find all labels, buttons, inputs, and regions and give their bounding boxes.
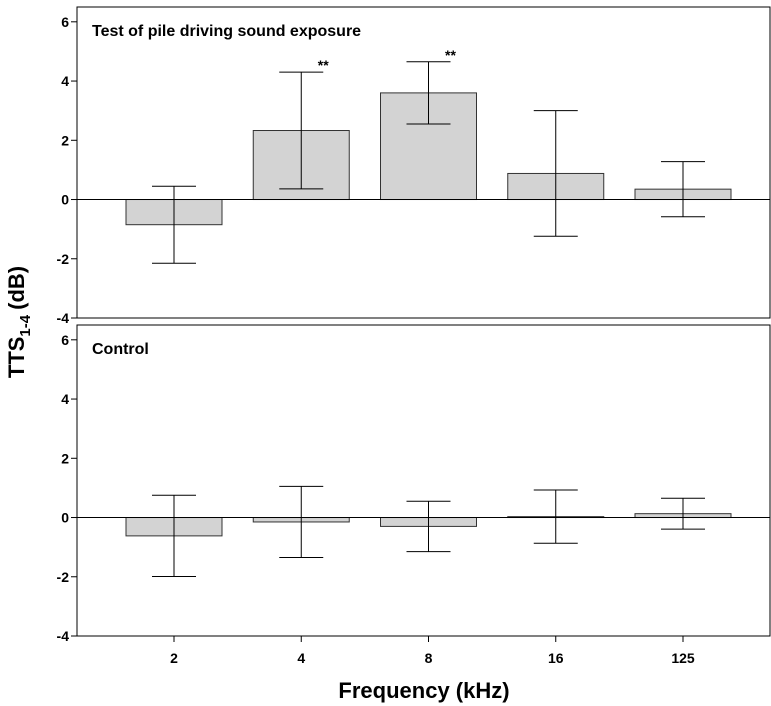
error-bar <box>533 489 578 544</box>
x-tick-label: 125 <box>671 650 695 666</box>
panel-title: Test of pile driving sound exposure <box>92 23 361 40</box>
error-bar <box>406 61 451 125</box>
x-tick-label: 2 <box>170 650 178 666</box>
plot-frame <box>76 6 771 319</box>
significance-annotation: ** <box>445 47 456 63</box>
y-tick-label: 4 <box>61 391 69 407</box>
y-tick-label: -2 <box>57 569 70 585</box>
error-bar <box>406 500 451 553</box>
y-tick-label: 2 <box>61 450 69 466</box>
y-label-main: TTS <box>4 337 29 379</box>
y-label-unit: (dB) <box>4 266 29 310</box>
y-tick-label: 0 <box>61 192 69 208</box>
error-bar <box>152 185 196 264</box>
error-bar <box>661 161 705 218</box>
x-tick-label: 4 <box>297 650 305 666</box>
y-tick-label: -4 <box>57 310 70 326</box>
y-tick-label: 2 <box>61 132 69 148</box>
y-tick-label: 6 <box>61 332 69 348</box>
error-bar <box>533 110 578 237</box>
y-tick-label: 6 <box>61 14 69 30</box>
y-tick-label: -2 <box>57 251 70 267</box>
error-bar <box>279 485 324 559</box>
plot-frame <box>76 324 771 637</box>
y-tick-label: 0 <box>61 510 69 526</box>
panel-title: Control <box>92 341 149 358</box>
error-bar <box>152 494 196 577</box>
x-axis-label: Frequency (kHz) <box>338 678 509 703</box>
x-tick-label: 16 <box>548 650 564 666</box>
y-axis-label: TTS1-4 (dB) <box>4 266 34 378</box>
x-tick-label: 8 <box>425 650 433 666</box>
y-tick-label: -4 <box>57 628 70 644</box>
y-label-sub: 1-4 <box>17 314 34 336</box>
error-bar <box>661 497 705 530</box>
y-tick-label: 4 <box>61 73 69 89</box>
error-bar <box>279 71 324 190</box>
significance-annotation: ** <box>318 57 329 73</box>
